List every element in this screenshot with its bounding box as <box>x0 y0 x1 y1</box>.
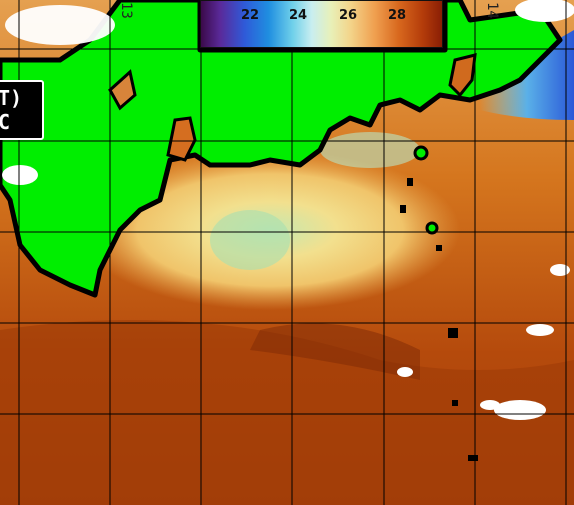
cool-patch <box>210 210 290 270</box>
longitude-label-east: 14 <box>484 2 500 19</box>
color-scale-legend: 22 24 26 28 <box>200 0 443 48</box>
legend-tick: 26 <box>338 8 358 23</box>
island-chain <box>400 145 478 461</box>
info-label-line1: T) <box>0 86 23 110</box>
info-label-box: T) C <box>0 80 44 140</box>
legend-tick: 22 <box>240 8 260 23</box>
cloud-cover <box>2 0 574 420</box>
bay-water <box>166 116 197 162</box>
cool-patch-east <box>320 132 420 168</box>
land-mainland <box>0 0 560 295</box>
legend-tick: 24 <box>288 8 308 23</box>
info-label-line2: C <box>0 110 11 134</box>
warm-current-band <box>0 320 574 505</box>
inlet-water <box>108 69 137 111</box>
bay-water-east <box>448 53 477 98</box>
legend-tick: 28 <box>387 8 407 23</box>
longitude-label-west: 13 <box>118 2 134 19</box>
